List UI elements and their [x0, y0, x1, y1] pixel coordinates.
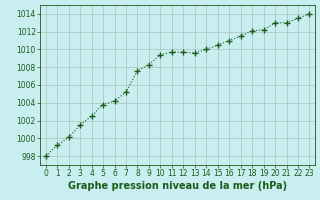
- X-axis label: Graphe pression niveau de la mer (hPa): Graphe pression niveau de la mer (hPa): [68, 181, 287, 191]
